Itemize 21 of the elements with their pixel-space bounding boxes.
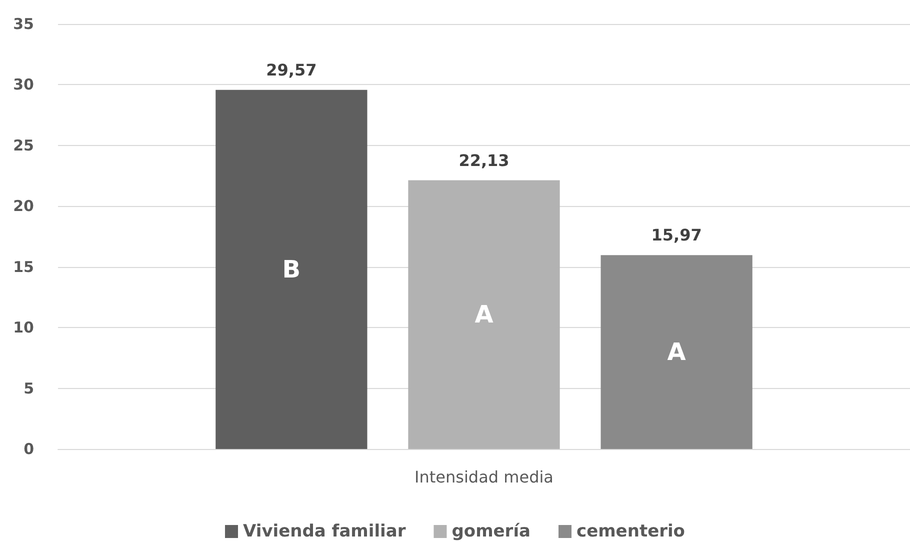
legend-label: gomería [452, 522, 530, 542]
x-tick-label: Intensidad media [414, 468, 554, 486]
bar [216, 90, 368, 449]
y-tick-label: 0 [24, 440, 34, 458]
y-tick-label: 20 [13, 197, 34, 216]
annotation: A [474, 300, 494, 329]
data-label: 15,97 [651, 226, 702, 245]
data-label: 29,57 [266, 60, 317, 80]
y-tick-label: 10 [13, 318, 34, 337]
y-tick-label: 5 [24, 379, 34, 398]
y-tick-label: 25 [13, 136, 34, 154]
legend-label: Vivienda familiar [243, 522, 406, 542]
bar [408, 180, 560, 449]
y-tick-label: 35 [13, 15, 34, 33]
annotation: B [282, 255, 301, 284]
data-label: 22,13 [458, 150, 510, 170]
bar [600, 255, 752, 449]
annotation: A [667, 338, 686, 366]
y-tick-label: 30 [13, 76, 34, 94]
legend-label: cementerio [576, 522, 685, 542]
y-tick-label: 15 [13, 258, 34, 276]
